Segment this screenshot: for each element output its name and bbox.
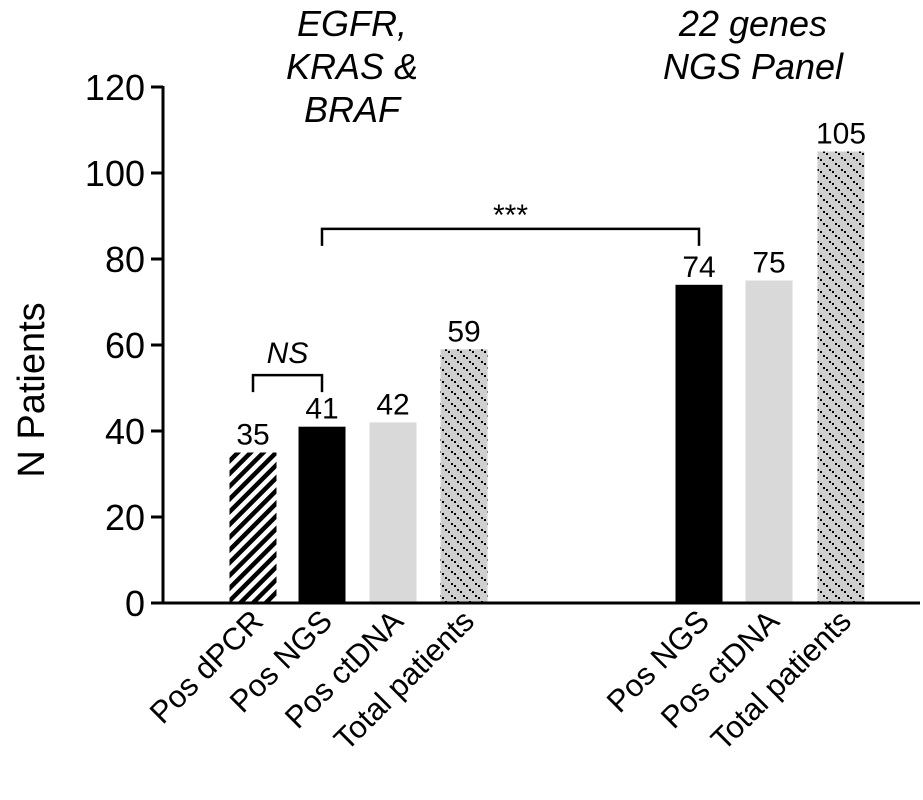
y-tick-label: 120 — [85, 67, 145, 108]
bar — [817, 151, 865, 603]
bar-value-label: 35 — [236, 419, 269, 452]
bar — [369, 422, 417, 603]
bar — [675, 284, 723, 603]
group-title-line: KRAS & — [286, 46, 418, 87]
group-title-line: NGS Panel — [663, 46, 844, 87]
bar-value-label: 105 — [816, 118, 866, 151]
y-tick-label: 20 — [105, 497, 145, 538]
y-axis: 0 20 40 60 80 100 120 — [85, 67, 165, 624]
significance-annotations: NS *** — [251, 199, 701, 393]
significance-bracket — [251, 373, 324, 393]
significance-label: *** — [493, 199, 528, 232]
bar-value-label: 75 — [752, 247, 785, 280]
bar-value-label: 74 — [682, 251, 715, 284]
group-title-line: EGFR, — [297, 3, 407, 44]
y-tick-label: 0 — [125, 583, 145, 624]
bar-value-label: 41 — [305, 393, 338, 426]
significance-bracket — [320, 227, 701, 246]
bar — [298, 426, 346, 603]
y-axis-label: N Patients — [11, 302, 53, 477]
y-tick-label: 40 — [105, 411, 145, 452]
bar — [229, 452, 277, 603]
bar — [440, 349, 488, 603]
bars: 35 41 42 59 74 75 105 — [229, 118, 866, 603]
bar-value-label: 42 — [376, 388, 409, 421]
group-title-line: BRAF — [304, 89, 402, 130]
y-tick-label: 60 — [105, 325, 145, 366]
y-tick-label: 100 — [85, 153, 145, 194]
y-tick-label: 80 — [105, 239, 145, 280]
significance-label: NS — [267, 337, 309, 370]
group-title-line: 22 genes — [678, 3, 827, 44]
bar-value-label: 59 — [447, 315, 480, 348]
bar — [745, 280, 793, 603]
